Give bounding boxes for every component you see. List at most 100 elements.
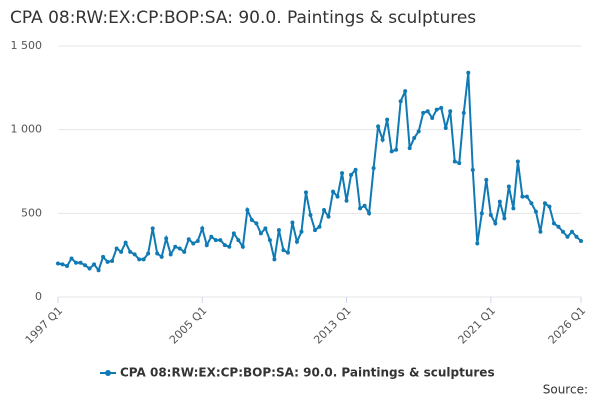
point bbox=[150, 226, 155, 231]
point bbox=[209, 234, 214, 239]
point bbox=[367, 211, 372, 216]
point bbox=[529, 201, 534, 206]
point bbox=[110, 259, 115, 264]
point bbox=[376, 124, 381, 129]
point bbox=[231, 231, 236, 236]
point bbox=[479, 211, 484, 216]
point bbox=[164, 236, 169, 241]
point bbox=[87, 266, 92, 271]
point bbox=[195, 238, 200, 243]
point bbox=[299, 229, 304, 234]
point bbox=[65, 264, 70, 269]
point bbox=[155, 251, 160, 256]
point bbox=[276, 228, 281, 233]
point bbox=[416, 129, 421, 134]
point bbox=[493, 221, 498, 226]
point bbox=[344, 198, 349, 203]
point bbox=[349, 172, 354, 177]
point bbox=[263, 226, 268, 231]
point bbox=[204, 243, 209, 248]
point bbox=[385, 117, 390, 122]
point bbox=[290, 220, 295, 225]
legend: CPA 08:RW:EX:CP:BOP:SA: 90.0. Paintings … bbox=[100, 366, 495, 380]
point bbox=[362, 203, 367, 208]
point bbox=[258, 231, 263, 236]
y-tick-label: 0 bbox=[35, 290, 42, 303]
point bbox=[267, 238, 272, 243]
point bbox=[141, 257, 146, 262]
x-tick-label: 2026 Q1 bbox=[546, 304, 589, 347]
point bbox=[200, 226, 205, 231]
point bbox=[56, 261, 60, 266]
y-tick-label: 500 bbox=[21, 206, 42, 219]
point bbox=[533, 209, 538, 214]
point bbox=[92, 262, 97, 267]
point bbox=[439, 105, 444, 110]
point bbox=[74, 260, 79, 265]
point bbox=[551, 221, 556, 226]
point bbox=[394, 147, 399, 152]
point bbox=[308, 213, 313, 218]
point bbox=[249, 218, 254, 223]
point bbox=[407, 146, 412, 151]
legend-label: CPA 08:RW:EX:CP:BOP:SA: 90.0. Paintings … bbox=[120, 366, 495, 380]
point bbox=[182, 249, 187, 254]
point bbox=[105, 259, 110, 264]
point bbox=[331, 189, 336, 194]
point bbox=[335, 194, 340, 199]
point bbox=[191, 241, 196, 246]
point bbox=[520, 194, 525, 199]
point bbox=[119, 249, 124, 254]
point bbox=[123, 240, 128, 245]
point bbox=[146, 251, 151, 256]
point bbox=[457, 161, 462, 166]
point bbox=[579, 238, 583, 243]
point bbox=[538, 229, 543, 234]
series-line bbox=[57, 72, 582, 273]
point bbox=[353, 167, 358, 172]
point bbox=[497, 199, 502, 204]
point bbox=[430, 115, 435, 120]
point bbox=[574, 234, 579, 239]
point bbox=[60, 262, 65, 267]
point bbox=[303, 190, 308, 195]
point bbox=[326, 214, 331, 219]
point bbox=[443, 125, 448, 130]
chart-title: CPA 08:RW:EX:CP:BOP:SA: 90.0. Paintings … bbox=[10, 8, 476, 28]
point bbox=[380, 137, 385, 142]
y-tick-label: 1 000 bbox=[11, 123, 43, 136]
point bbox=[340, 171, 345, 176]
point bbox=[542, 201, 547, 206]
point bbox=[101, 254, 106, 259]
x-tick-label: 2021 Q1 bbox=[456, 304, 499, 347]
point bbox=[272, 257, 277, 262]
y-tick-label: 1 500 bbox=[11, 39, 43, 52]
point bbox=[569, 229, 574, 234]
source: Source: bbox=[543, 383, 588, 397]
point bbox=[358, 206, 363, 211]
point bbox=[484, 177, 489, 182]
point bbox=[452, 159, 457, 164]
point bbox=[403, 89, 408, 94]
x-tick-label: 2013 Q1 bbox=[311, 304, 354, 347]
point bbox=[434, 107, 439, 112]
point bbox=[317, 224, 322, 229]
point bbox=[236, 238, 241, 243]
point bbox=[556, 224, 561, 229]
point bbox=[412, 136, 417, 141]
point bbox=[69, 256, 74, 261]
x-tick-label: 2005 Q1 bbox=[167, 304, 210, 347]
point bbox=[461, 110, 466, 115]
point bbox=[470, 167, 475, 172]
point bbox=[524, 194, 529, 199]
point bbox=[240, 244, 245, 249]
point bbox=[83, 263, 88, 268]
point bbox=[515, 159, 520, 164]
point bbox=[488, 213, 493, 218]
point bbox=[137, 257, 142, 262]
point bbox=[398, 99, 403, 104]
point bbox=[173, 244, 178, 249]
point bbox=[511, 206, 516, 211]
point bbox=[245, 207, 250, 212]
